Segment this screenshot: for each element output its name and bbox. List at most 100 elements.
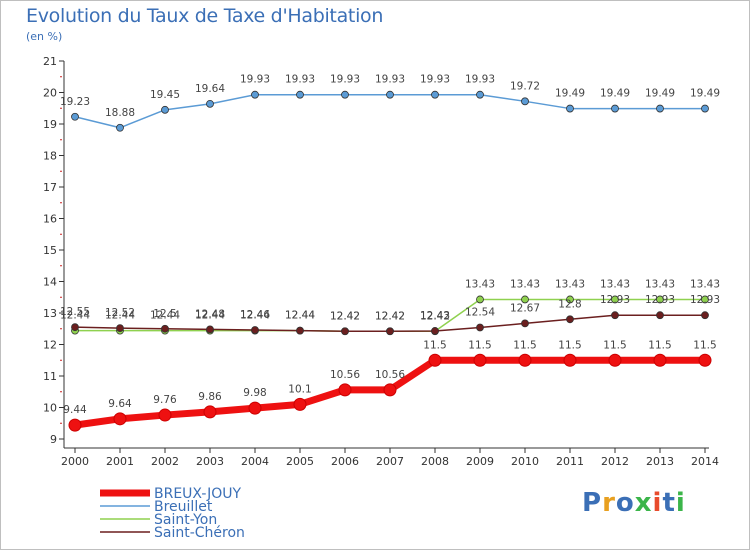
data-point (296, 90, 304, 99)
data-point (653, 353, 667, 367)
data-label: 13.43 (510, 278, 540, 290)
data-label: 9.64 (108, 398, 132, 410)
y-tick-label: 18 (43, 150, 57, 163)
data-label: 12.44 (285, 310, 315, 322)
data-point (521, 295, 529, 304)
x-tick-label: 2013 (646, 455, 674, 468)
data-label: 11.5 (648, 339, 671, 351)
data-point (428, 353, 442, 367)
data-point (473, 353, 487, 367)
data-label: 12.67 (510, 302, 540, 314)
data-label: 12.52 (105, 307, 135, 319)
data-label: 19.23 (60, 96, 90, 108)
data-label: 12.44 (60, 310, 90, 322)
logo-letter: o (615, 488, 635, 518)
data-point (161, 105, 169, 114)
chart-title: Evolution du Taux de Taxe d'Habitation (26, 5, 384, 27)
x-tick-label: 2000 (61, 455, 89, 468)
data-label: 13.43 (555, 278, 585, 290)
data-label: 19.93 (285, 74, 315, 86)
data-point (116, 123, 124, 132)
data-point (341, 90, 349, 99)
data-label: 19.93 (240, 74, 270, 86)
y-tick-label: 17 (43, 181, 57, 194)
data-point (521, 97, 529, 106)
data-label: 12.42 (330, 310, 360, 322)
data-point (293, 397, 307, 411)
data-label: 19.49 (600, 88, 630, 100)
data-point (386, 327, 394, 336)
x-tick-label: 2001 (106, 455, 134, 468)
data-label: 9.98 (243, 387, 266, 399)
data-point (338, 383, 352, 397)
data-point (431, 327, 439, 335)
data-point (116, 324, 124, 333)
data-label: 12.42 (375, 310, 405, 322)
data-point (566, 315, 574, 324)
data-label: 11.5 (693, 339, 716, 351)
y-tick-label: 9 (50, 433, 57, 446)
y-tick-label: 10 (43, 402, 57, 415)
data-label: 18.88 (105, 107, 135, 119)
data-label: 19.49 (555, 88, 585, 100)
data-point (476, 90, 484, 99)
data-point (476, 295, 484, 304)
data-label: 19.93 (420, 74, 450, 86)
logo-letter: t (662, 488, 676, 518)
data-point (203, 405, 217, 419)
data-point (611, 104, 619, 113)
data-label: 12.44 (285, 310, 315, 322)
data-point (701, 311, 709, 320)
x-tick-label: 2014 (691, 455, 719, 468)
data-point (206, 99, 214, 108)
data-label: 9.86 (198, 391, 222, 403)
y-tick-label: 15 (43, 244, 57, 257)
data-point (656, 311, 664, 320)
data-point (386, 90, 394, 99)
data-label: 13.43 (465, 278, 495, 290)
data-point (251, 90, 259, 99)
data-label: 12.55 (60, 306, 90, 318)
data-label: 12.44 (195, 310, 225, 322)
data-label: 13.43 (600, 278, 630, 290)
proxiti-logo: Proxiti (582, 488, 686, 518)
data-label: 12.44 (105, 310, 135, 322)
x-tick-label: 2007 (376, 455, 404, 468)
data-label: 12.48 (195, 308, 225, 320)
data-label: 12.46 (240, 309, 270, 321)
data-label: 12.42 (375, 310, 405, 322)
data-label: 11.5 (423, 339, 446, 351)
y-tick-label: 12 (43, 339, 57, 352)
data-label: 11.5 (603, 339, 626, 351)
data-label: 19.93 (465, 74, 495, 86)
logo-letter: x (634, 488, 653, 518)
data-point (566, 295, 574, 304)
unit-label: (en %) (26, 30, 63, 43)
data-point (431, 90, 439, 99)
x-tick-label: 2003 (196, 455, 224, 468)
data-label: 12.93 (600, 294, 630, 306)
data-point (341, 327, 349, 336)
data-point (698, 353, 712, 367)
x-tick-label: 2012 (601, 455, 629, 468)
data-point (113, 412, 127, 426)
data-point (521, 319, 529, 328)
data-label: 12.42 (420, 310, 450, 322)
legend-label: Saint-Chéron (154, 525, 245, 541)
data-point (656, 104, 664, 113)
data-label: 19.93 (330, 74, 360, 86)
data-label: 11.5 (468, 339, 491, 351)
data-label: 12.44 (240, 310, 270, 322)
data-label: 19.49 (645, 88, 675, 100)
data-point (248, 401, 262, 415)
logo-letter: r (602, 488, 616, 518)
data-point (71, 112, 79, 121)
y-tick-label: 19 (43, 118, 57, 131)
data-point (611, 295, 619, 304)
legend-label: BREUX-JOUY (154, 486, 242, 502)
data-point (296, 326, 304, 335)
data-label: 10.1 (288, 383, 311, 395)
data-label: 9.76 (153, 394, 177, 406)
